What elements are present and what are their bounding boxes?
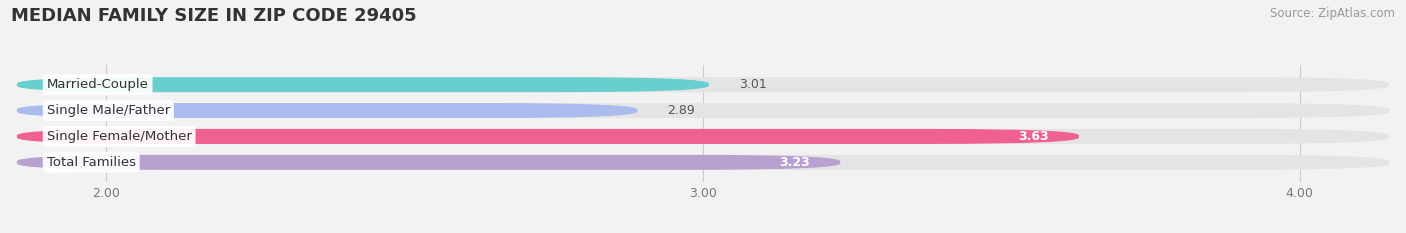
FancyBboxPatch shape [17,103,637,118]
Text: 3.23: 3.23 [780,156,810,169]
Text: Source: ZipAtlas.com: Source: ZipAtlas.com [1270,7,1395,20]
FancyBboxPatch shape [17,129,1389,144]
Text: Total Families: Total Families [46,156,136,169]
Text: 2.89: 2.89 [668,104,695,117]
Text: MEDIAN FAMILY SIZE IN ZIP CODE 29405: MEDIAN FAMILY SIZE IN ZIP CODE 29405 [11,7,416,25]
Text: Single Female/Mother: Single Female/Mother [46,130,191,143]
FancyBboxPatch shape [17,155,1389,170]
Text: 3.01: 3.01 [738,78,766,91]
Text: 3.63: 3.63 [1018,130,1049,143]
FancyBboxPatch shape [17,77,1389,92]
FancyBboxPatch shape [17,129,1078,144]
FancyBboxPatch shape [17,155,841,170]
Text: Single Male/Father: Single Male/Father [46,104,170,117]
FancyBboxPatch shape [17,103,1389,118]
Text: Married-Couple: Married-Couple [46,78,149,91]
FancyBboxPatch shape [17,77,709,92]
